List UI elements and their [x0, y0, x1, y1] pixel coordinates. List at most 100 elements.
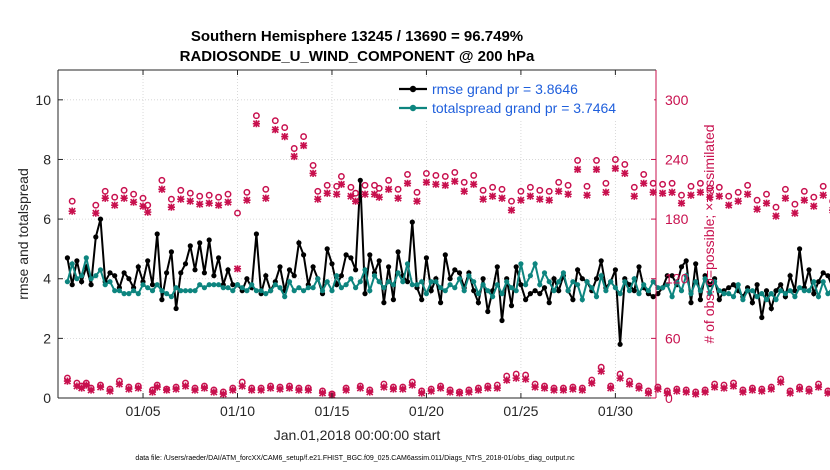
- data-point-rmse: [277, 264, 283, 270]
- data-point-totalspread: [801, 288, 807, 294]
- data-point-totalspread: [277, 285, 283, 291]
- obs-assimilated-marker: [484, 384, 492, 392]
- data-point-rmse: [395, 249, 401, 255]
- obs-possible-marker: [139, 194, 147, 202]
- data-point-totalspread: [527, 273, 534, 279]
- obs-possible-marker: [545, 187, 553, 195]
- data-point-totalspread: [315, 276, 321, 282]
- obs-assimilated-marker: [300, 141, 308, 150]
- data-point-rmse: [178, 270, 184, 276]
- series-line-rmse: [66, 180, 830, 345]
- obs-assimilated-marker: [569, 385, 577, 393]
- obs-assimilated-marker: [290, 152, 298, 161]
- obs-assimilated-marker: [625, 380, 634, 388]
- obs-assimilated-marker: [488, 192, 497, 200]
- obs-assimilated-marker: [82, 381, 90, 389]
- data-point-totalspread: [504, 279, 510, 285]
- data-point-rmse: [763, 288, 770, 294]
- data-point-totalspread: [811, 279, 817, 285]
- obs-assimilated-marker: [422, 178, 431, 186]
- data-point-rmse: [778, 282, 784, 288]
- data-point-rmse: [88, 282, 94, 288]
- data-point-rmse: [74, 258, 80, 264]
- obs-assimilated-marker: [342, 386, 350, 394]
- data-point-totalspread: [650, 279, 656, 285]
- obs-assimilated-marker: [573, 165, 582, 173]
- obs-assimilated-marker: [148, 388, 157, 396]
- data-point-totalspread: [343, 282, 349, 288]
- data-point-totalspread: [187, 288, 193, 294]
- obs-assimilated-marker: [158, 185, 166, 193]
- data-point-rmse: [286, 267, 293, 273]
- obs-assimilated-marker: [120, 194, 128, 202]
- data-point-totalspread: [253, 288, 259, 294]
- data-point-rmse: [173, 305, 179, 312]
- data-point-rmse: [419, 297, 425, 303]
- obs-assimilated-marker: [512, 374, 520, 382]
- data-point-totalspread: [145, 285, 151, 291]
- obs-assimilated-marker: [266, 384, 275, 392]
- obs-possible-marker: [224, 190, 232, 198]
- data-point-rmse: [631, 288, 637, 294]
- data-point-totalspread: [655, 285, 661, 291]
- obs-possible-marker: [130, 190, 138, 198]
- data-point-totalspread: [461, 288, 467, 294]
- data-point-totalspread: [390, 282, 396, 288]
- obs-assimilated-marker: [153, 383, 161, 391]
- obs-possible-marker: [687, 182, 695, 190]
- obs-assimilated-marker: [701, 388, 709, 396]
- obs-assimilated-marker: [370, 190, 379, 198]
- data-point-rmse: [409, 219, 415, 225]
- obs-assimilated-marker: [257, 386, 265, 394]
- data-point-rmse: [112, 273, 118, 279]
- data-point-totalspread: [97, 267, 104, 273]
- data-point-totalspread: [74, 276, 80, 282]
- obs-assimilated-marker: [271, 126, 279, 134]
- obs-possible-marker: [734, 188, 742, 196]
- y-tick-label: 8: [43, 151, 51, 167]
- obs-assimilated-marker: [200, 384, 209, 392]
- data-point-totalspread: [244, 288, 250, 294]
- data-point-totalspread: [197, 282, 203, 288]
- data-point-rmse: [664, 273, 670, 279]
- obs-possible-marker: [186, 189, 194, 197]
- data-point-rmse: [159, 297, 165, 303]
- obs-assimilated-marker: [710, 383, 719, 391]
- data-point-totalspread: [797, 285, 803, 291]
- data-point-totalspread: [490, 294, 496, 300]
- obs-assimilated-marker: [262, 194, 270, 202]
- data-point-rmse: [216, 255, 222, 261]
- data-point-totalspread: [428, 279, 434, 285]
- obs-assimilated-marker: [399, 385, 407, 393]
- obs-possible-marker: [819, 182, 827, 190]
- obs-assimilated-marker: [540, 384, 549, 392]
- data-point-totalspread: [357, 279, 363, 285]
- y-tick-label: 10: [35, 92, 51, 108]
- obs-assimilated-marker: [795, 385, 804, 393]
- obs-assimilated-marker: [781, 194, 790, 202]
- obs-assimilated-marker: [134, 384, 142, 392]
- data-point-totalspread: [400, 279, 406, 285]
- data-point-rmse: [768, 305, 774, 312]
- obs-assimilated-marker: [555, 187, 563, 195]
- data-point-totalspread: [348, 276, 354, 282]
- data-point-rmse: [135, 264, 141, 270]
- obs-assimilated-marker: [111, 201, 119, 209]
- data-point-totalspread: [674, 279, 680, 285]
- obs-possible-marker: [611, 156, 619, 163]
- data-point-totalspread: [645, 288, 652, 294]
- obs-possible-marker: [101, 187, 109, 195]
- obs-possible-marker: [309, 161, 317, 169]
- data-point-totalspread: [178, 288, 184, 294]
- data-point-totalspread: [225, 285, 231, 291]
- obs-possible-marker: [583, 182, 591, 190]
- obs-possible-marker: [167, 195, 175, 203]
- obs-possible-marker: [715, 183, 723, 191]
- legend-rmse-marker: [409, 85, 417, 93]
- obs-assimilated-marker: [432, 180, 440, 188]
- obs-assimilated-marker: [762, 199, 771, 207]
- data-point-totalspread: [452, 285, 458, 291]
- obs-assimilated-marker: [96, 383, 105, 391]
- data-point-totalspread: [116, 288, 122, 294]
